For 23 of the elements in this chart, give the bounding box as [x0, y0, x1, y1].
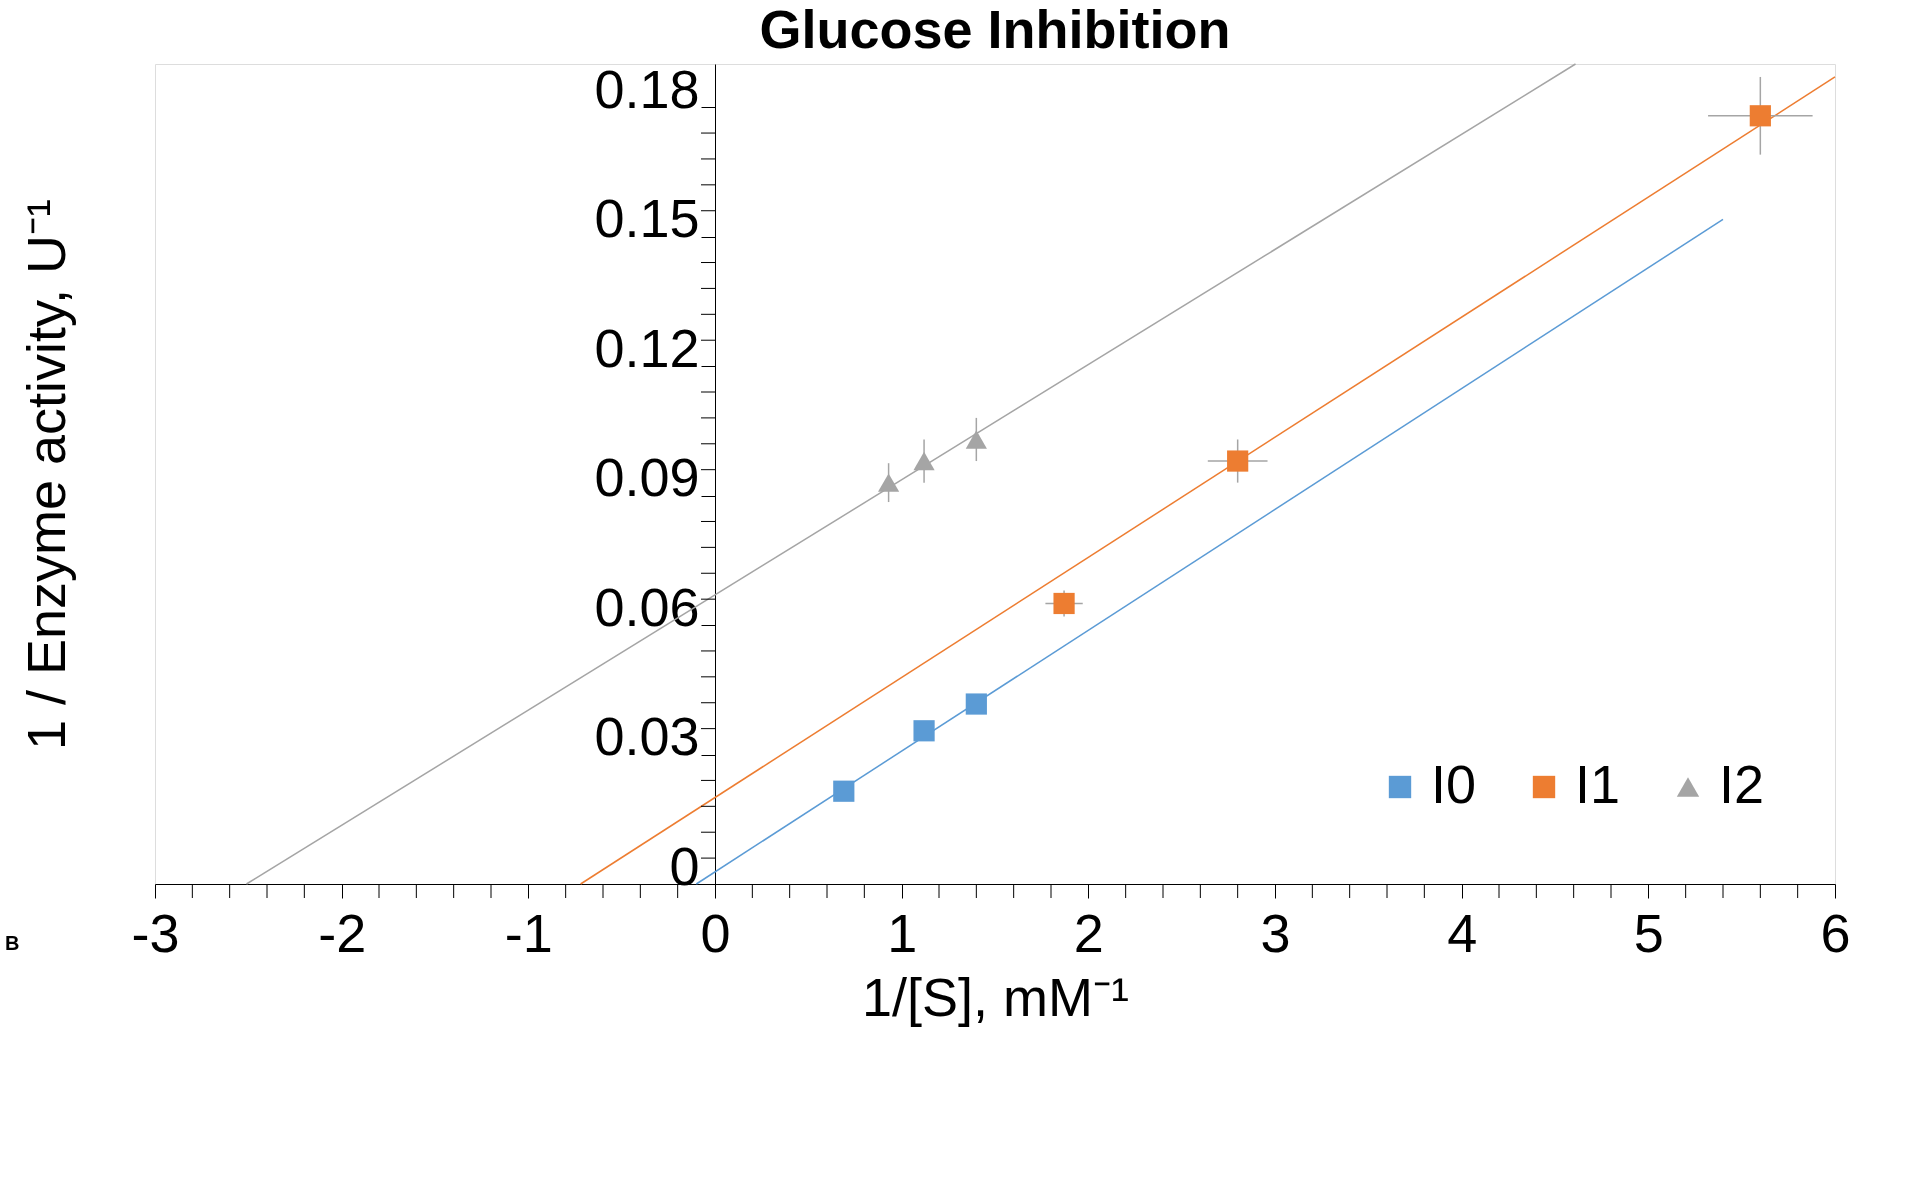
y-axis-title: 1 / Enzyme activity, U⁻¹ — [15, 198, 76, 751]
x-tick-label: 1 — [887, 902, 918, 963]
x-tick-label: 6 — [1820, 902, 1851, 963]
x-tick-label: 2 — [1073, 902, 1104, 963]
legend-label: I0 — [1431, 754, 1477, 814]
x-tick-label: 5 — [1633, 902, 1664, 963]
x-tick-label: -1 — [504, 902, 553, 963]
x-tick-label: 4 — [1447, 902, 1478, 963]
y-tick-label: 0.15 — [594, 188, 700, 249]
x-tick-label: -2 — [318, 902, 367, 963]
y-tick-label: 0.06 — [594, 576, 700, 637]
y-tick-label: 0 — [669, 835, 700, 896]
y-tick-label: 0.09 — [594, 447, 700, 508]
y-tick-label: 0.12 — [594, 317, 700, 378]
legend-label: I2 — [1719, 754, 1765, 814]
x-axis-title: 1/[S], mM⁻¹ — [861, 966, 1130, 1027]
y-tick-label: 0.18 — [594, 58, 700, 119]
x-tick-label: -3 — [131, 902, 180, 963]
chart-title: Glucose Inhibition — [759, 0, 1231, 60]
legend-label: I1 — [1575, 754, 1621, 814]
y-tick-label: 0.03 — [594, 706, 700, 767]
x-tick-label: 3 — [1260, 902, 1291, 963]
text: B — [5, 932, 20, 954]
